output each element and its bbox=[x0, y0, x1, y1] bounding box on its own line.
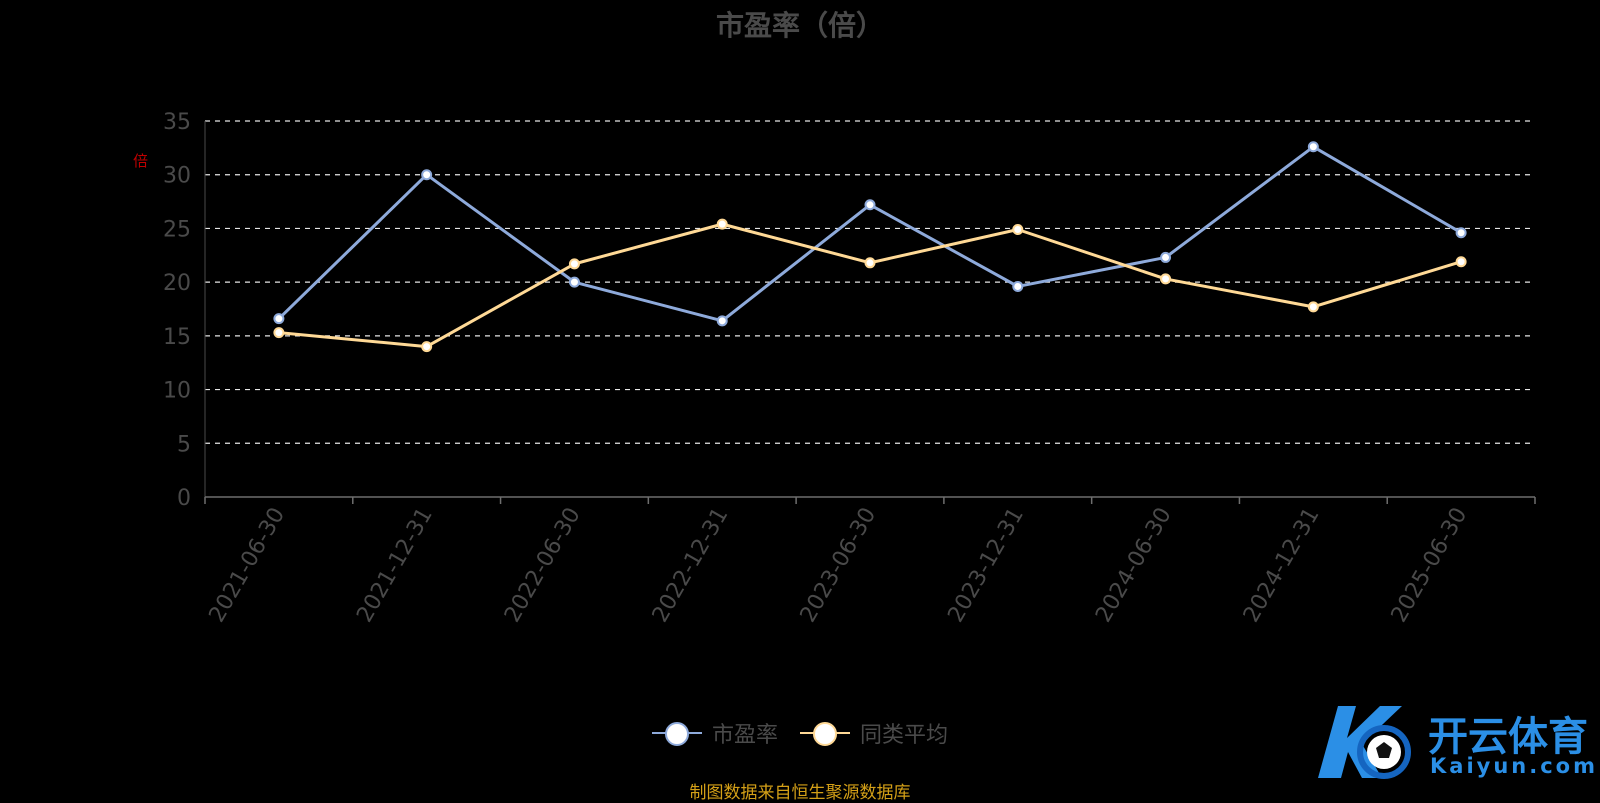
y-tick-label: 10 bbox=[163, 379, 191, 404]
source-note: 制图数据来自恒生聚源数据库 bbox=[689, 783, 911, 803]
legend-marker-peer-average bbox=[800, 721, 850, 746]
data-point-1 bbox=[1012, 224, 1024, 236]
data-point-1 bbox=[1307, 301, 1319, 313]
data-point-1 bbox=[568, 258, 580, 270]
data-point-0 bbox=[421, 169, 433, 181]
y-tick-label: 5 bbox=[177, 432, 191, 457]
y-tick-label: 0 bbox=[177, 486, 191, 511]
line-chart: 0 5 10 15 20 25 30 35 2021-06-30 2021-12-31 2022-0… bbox=[163, 110, 1536, 627]
data-point-0 bbox=[716, 315, 728, 327]
data-point-1 bbox=[1455, 256, 1467, 268]
series-line-1 bbox=[278, 222, 1462, 349]
data-point-1 bbox=[1160, 273, 1172, 285]
data-point-0 bbox=[864, 199, 876, 211]
chart-title: 市盈率（倍） bbox=[715, 9, 884, 42]
legend-label-pe: 市盈率 bbox=[711, 723, 778, 748]
y-tick-label: 30 bbox=[163, 164, 191, 189]
data-point-1 bbox=[273, 327, 285, 339]
watermark-name-en: Kaiyun.com bbox=[1430, 754, 1598, 778]
watermark-name-cn: 开云体育 bbox=[1428, 714, 1588, 760]
data-point-0 bbox=[1307, 141, 1319, 153]
x-tick-label: 2025-06-30 bbox=[1387, 504, 1473, 627]
y-tick-label: 20 bbox=[163, 271, 191, 296]
x-tick-label: 2023-06-30 bbox=[796, 504, 882, 627]
x-tick-label: 2021-12-31 bbox=[352, 503, 438, 626]
series-line-0 bbox=[277, 145, 1462, 323]
legend-label-peer-average: 同类平均 bbox=[860, 723, 949, 748]
legend-item-peer-average[interactable]: 同类平均 bbox=[800, 717, 948, 749]
x-tick-label: 2022-06-30 bbox=[500, 504, 586, 627]
x-tick-label: 2021-06-30 bbox=[205, 504, 291, 627]
data-point-0 bbox=[568, 276, 580, 288]
watermark-logo: 开云体育 Kaiyun.com bbox=[1310, 700, 1595, 785]
data-point-1 bbox=[864, 257, 876, 269]
legend-item-pe[interactable]: 市盈率 bbox=[651, 717, 778, 749]
data-point-1 bbox=[421, 341, 433, 353]
x-tick-label: 2024-06-30 bbox=[1091, 504, 1177, 627]
x-tick-label: 2023-12-31 bbox=[943, 504, 1029, 627]
y-tick-label: 15 bbox=[163, 325, 191, 350]
data-point-0 bbox=[1160, 251, 1172, 263]
x-tick-label: 2024-12-31 bbox=[1239, 504, 1325, 627]
legend-marker-pe bbox=[651, 721, 702, 746]
data-point-0 bbox=[273, 313, 285, 325]
x-tick-label: 2022-12-31 bbox=[648, 504, 734, 627]
y-axis-unit: 倍 bbox=[133, 152, 149, 170]
data-point-0 bbox=[1455, 227, 1467, 239]
kaiyun-logo-icon bbox=[1318, 706, 1411, 779]
y-tick-label: 25 bbox=[163, 217, 191, 242]
y-tick-label: 35 bbox=[163, 110, 191, 135]
data-point-0 bbox=[1012, 280, 1024, 292]
data-point-1 bbox=[716, 218, 728, 230]
legend: 市盈率 同类平均 bbox=[0, 717, 1600, 749]
